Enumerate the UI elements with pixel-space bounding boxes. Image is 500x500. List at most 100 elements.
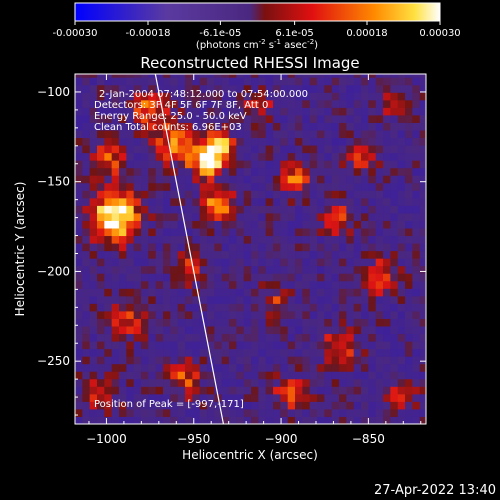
heatmap-cell [104,273,113,282]
heatmap-cell [383,348,391,357]
heatmap-cell [302,371,311,380]
heatmap-cell [258,145,267,154]
heatmap-cell [405,220,413,229]
heatmap-cell [331,190,340,199]
heatmap-cell [368,74,377,78]
heatmap-cell [405,160,413,169]
heatmap-cell [258,130,267,139]
heatmap-cell [126,295,135,304]
heatmap-cell [251,348,259,357]
heatmap-cell [390,280,399,289]
heatmap-cell [111,310,120,319]
heatmap-cell [302,190,311,199]
heatmap-cell [317,92,325,101]
heatmap-cell [324,175,333,184]
heatmap-cell [89,416,98,424]
heatmap-cell [397,74,406,78]
heatmap-cell [265,280,274,289]
heatmap-cell [97,137,105,146]
heatmap-cell [141,190,149,199]
heatmap-cell [419,74,426,78]
heatmap-cell [339,145,347,154]
heatmap-cell [273,401,281,410]
heatmap-cell [317,235,325,244]
heatmap-cell [185,235,193,244]
annotation-detectors: Detectors: 3F 4F 5F 6F 7F 8F, Att 0 [94,100,268,111]
heatmap-cell [75,77,83,86]
heatmap-cell [111,84,120,93]
heatmap-cell [302,280,311,289]
heatmap-cell [361,99,369,108]
heatmap-cell [280,348,289,357]
heatmap-cell [324,160,333,169]
heatmap-cell [287,393,296,402]
heatmap-cell [89,130,98,139]
heatmap-cell [419,137,426,146]
heatmap-cell [133,212,142,221]
heatmap-cell [163,250,171,259]
heatmap-cell [273,99,281,108]
heatmap-cell [163,333,171,342]
heatmap-cell [214,326,223,335]
heatmap-cell [82,243,91,252]
heatmap-cell [353,175,362,184]
heatmap-cell [346,122,355,131]
heatmap-cell [383,408,391,417]
heatmap-cell [317,288,325,297]
heatmap-cell [265,378,274,387]
heatmap-cell [185,190,193,199]
heatmap-cell [104,258,113,267]
heatmap-cell [177,265,186,274]
heatmap-cell [361,333,369,342]
heatmap-cell [419,273,426,282]
heatmap-cell [170,99,179,108]
heatmap-cell [375,130,384,139]
heatmap-cell [258,235,267,244]
colorbar-tick-label: 0.00030 [419,28,460,39]
heatmap-cell [339,258,347,267]
heatmap-cell [390,145,399,154]
heatmap-cell [368,175,377,184]
heatmap-cell [126,107,135,116]
heatmap-cell [258,386,267,395]
heatmap-cell [82,77,91,86]
heatmap-cell [368,386,377,395]
heatmap-cell [82,122,91,131]
heatmap-cell [111,92,120,101]
heatmap-cell [229,378,237,387]
heatmap-cell [214,228,223,237]
heatmap-cell [353,114,362,123]
colorbar-tick-label: -0.00018 [126,28,171,39]
heatmap-cell [119,265,127,274]
heatmap-cell [383,197,391,206]
heatmap-cell [148,341,157,350]
heatmap-cell [353,212,362,221]
heatmap-cell [287,175,296,184]
heatmap-cell [390,303,399,312]
heatmap-cell [111,220,120,229]
heatmap-cell [368,341,377,350]
heatmap-cell [419,288,426,297]
heatmap-cell [302,250,311,259]
heatmap-cell [236,386,245,395]
heatmap-cell [412,114,421,123]
heatmap-cell [148,220,157,229]
heatmap-cell [390,250,399,259]
heatmap-cell [177,258,186,267]
heatmap-cell [324,280,333,289]
heatmap-cell [155,386,164,395]
heatmap-cell [185,258,193,267]
heatmap-cell [89,160,98,169]
heatmap-cell [119,77,127,86]
heatmap-cell [280,205,289,214]
heatmap-cell [243,160,252,169]
heatmap-cell [163,416,171,424]
heatmap-cell [412,212,421,221]
heatmap-cell [353,167,362,176]
heatmap-cell [104,99,113,108]
heatmap-cell [405,197,413,206]
heatmap-cell [207,145,215,154]
heatmap-cell [302,107,311,116]
heatmap-cell [295,190,303,199]
heatmap-cell [302,92,311,101]
